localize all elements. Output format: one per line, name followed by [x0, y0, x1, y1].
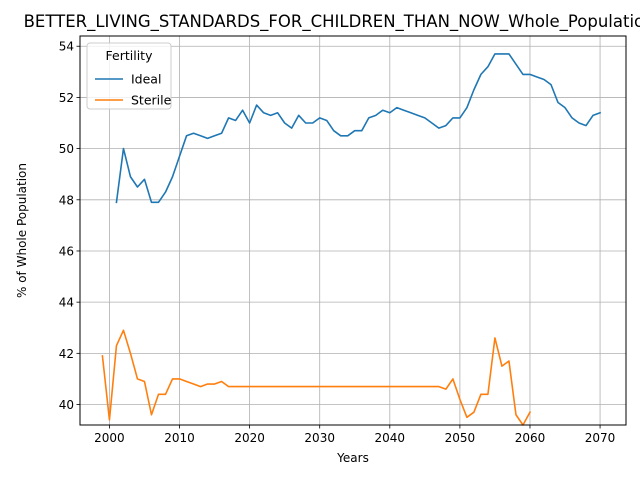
y-gridlines — [80, 45, 626, 405]
x-tick-label: 2010 — [164, 431, 195, 445]
x-tick-label: 2000 — [94, 431, 125, 445]
plot-area-frame — [79, 35, 627, 426]
x-tick-label: 2020 — [234, 431, 265, 445]
y-tick-label: 48 — [59, 193, 74, 207]
y-tick-label: 50 — [59, 142, 74, 156]
x-tick-label: 2070 — [585, 431, 616, 445]
series-line-ideal — [115, 53, 602, 204]
y-tick-label: 42 — [59, 347, 74, 361]
x-tick-label: 2050 — [445, 431, 476, 445]
legend-label-ideal: Ideal — [131, 72, 161, 87]
series-layer — [101, 53, 602, 426]
legend: Fertility Ideal Sterile — [86, 42, 172, 110]
y-tick-label: 40 — [59, 398, 74, 412]
x-tick-label: 2060 — [515, 431, 546, 445]
y-tick-label: 44 — [59, 296, 74, 310]
x-tick-label: 2030 — [304, 431, 335, 445]
legend-label-sterile: Sterile — [131, 93, 172, 108]
legend-entries: Ideal Sterile — [95, 72, 172, 108]
y-axis-label: % of Whole Population — [15, 163, 29, 298]
x-axis-label: Years — [336, 451, 369, 465]
y-tick-label: 52 — [59, 91, 74, 105]
x-gridlines — [109, 36, 601, 425]
legend-title: Fertility — [106, 48, 154, 63]
chart-title: BETTER_LIVING_STANDARDS_FOR_CHILDREN_THA… — [24, 12, 640, 32]
y-tick-label: 54 — [59, 40, 74, 54]
x-tick-label: 2040 — [375, 431, 406, 445]
y-axis-ticks: 40 42 44 46 48 50 52 54 — [59, 40, 80, 412]
y-tick-label: 46 — [59, 244, 74, 258]
legend-box — [86, 42, 172, 110]
x-axis-ticks: 2000 2010 2020 2030 2040 2050 2060 2070 — [94, 425, 615, 445]
series-line-sterile — [101, 329, 532, 426]
